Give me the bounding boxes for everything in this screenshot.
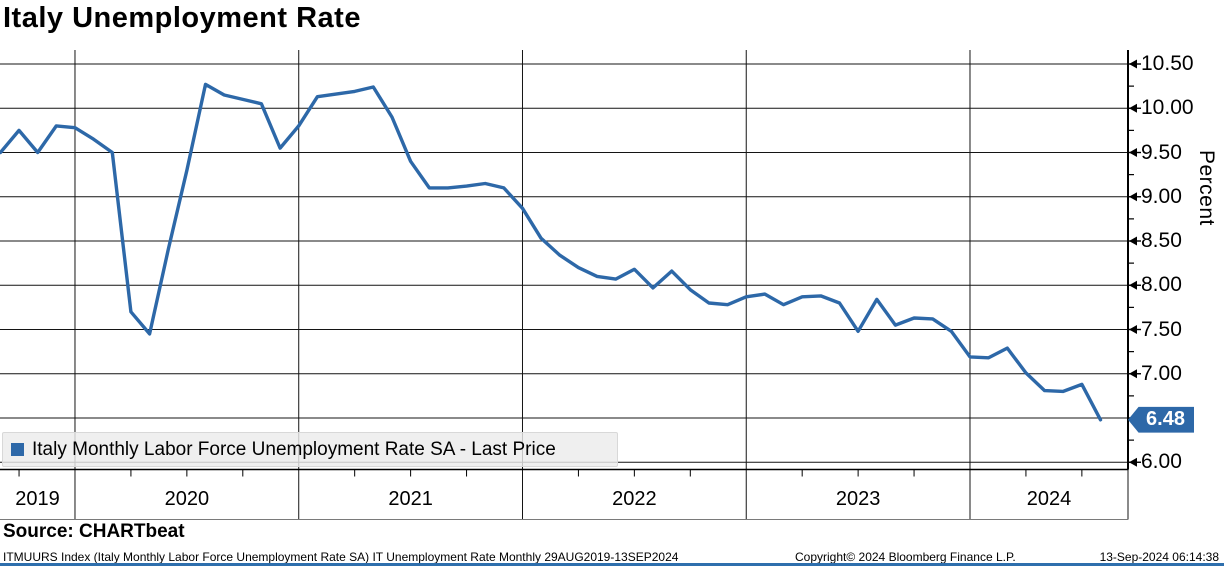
y-tick-label: 10.00 bbox=[1141, 96, 1194, 120]
y-tick-label: 9.50 bbox=[1141, 140, 1182, 164]
source-label: Source: CHARTbeat bbox=[3, 521, 185, 542]
footer-ticker-info: ITMUURS Index (Italy Monthly Labor Force… bbox=[3, 550, 679, 564]
major-tick-arrow bbox=[1129, 103, 1137, 113]
major-tick-arrow bbox=[1129, 325, 1137, 334]
x-year-label: 2024 bbox=[1026, 488, 1072, 510]
y-tick-label: 9.00 bbox=[1141, 184, 1182, 208]
major-tick-arrow bbox=[1129, 457, 1137, 467]
legend[interactable]: Italy Monthly Labor Force Unemployment R… bbox=[2, 432, 618, 467]
x-year-label: 2019 bbox=[15, 488, 60, 510]
legend-series-label: Italy Monthly Labor Force Unemployment R… bbox=[32, 438, 556, 460]
y-tick-label: 6.00 bbox=[1141, 450, 1182, 474]
y-tick-label: 10.50 bbox=[1141, 52, 1194, 75]
y-tick-label: 7.50 bbox=[1141, 317, 1182, 341]
major-tick-arrow bbox=[1129, 236, 1137, 246]
footer-copyright: Copyright© 2024 Bloomberg Finance L.P. bbox=[795, 550, 1016, 564]
major-tick-arrow bbox=[1129, 369, 1137, 379]
x-year-label: 2020 bbox=[164, 488, 210, 510]
major-tick-arrow bbox=[1129, 148, 1137, 157]
footer-timestamp: 13-Sep-2024 06:14:38 bbox=[1099, 550, 1219, 564]
x-year-label: 2023 bbox=[835, 488, 881, 510]
x-year-label: 2022 bbox=[612, 488, 657, 510]
x-year-label: 2021 bbox=[388, 488, 433, 510]
y-tick-label: 8.00 bbox=[1141, 273, 1182, 297]
unemployment-rate-line bbox=[0, 82, 1103, 422]
major-tick-arrow bbox=[1129, 192, 1137, 202]
y-axis-title: Percent bbox=[1195, 150, 1218, 226]
major-tick-arrow bbox=[1129, 59, 1137, 69]
major-tick-arrow bbox=[1129, 280, 1137, 290]
legend-series-swatch bbox=[11, 443, 24, 456]
chart-title: Italy Unemployment Rate bbox=[3, 2, 361, 34]
terminal-bottom-bar bbox=[0, 563, 1224, 566]
y-tick-label: 8.50 bbox=[1141, 229, 1182, 252]
last-price-value: 6.48 bbox=[1146, 408, 1185, 431]
last-price-tag[interactable]: 6.48 bbox=[1128, 406, 1194, 433]
y-tick-label: 7.00 bbox=[1141, 361, 1182, 385]
